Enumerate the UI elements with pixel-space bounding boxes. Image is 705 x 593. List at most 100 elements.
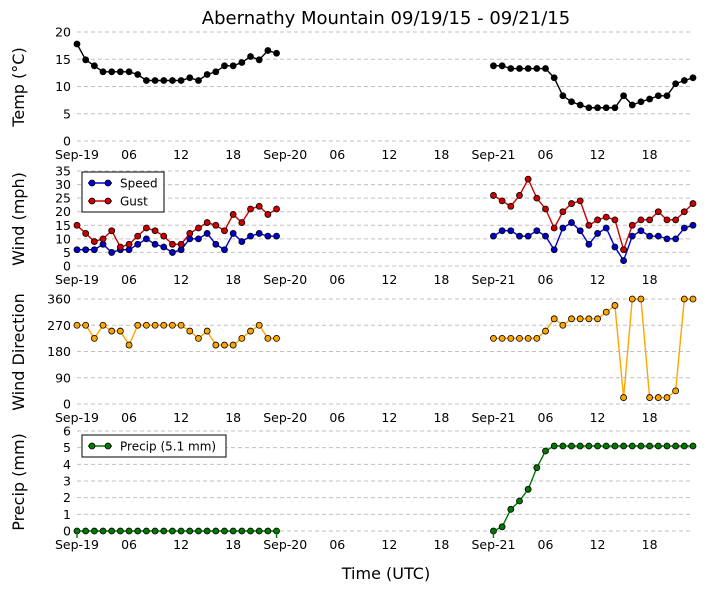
data-point-temp: [550, 74, 558, 82]
data-point-temp: [524, 65, 532, 72]
wind-direction-panel: 0 90 180 270 360 Sep-19 06 12 18 Sep-20 06 12 18 Sep-…: [9, 292, 697, 425]
data-point-temp: [672, 80, 680, 88]
data-point-direction: [663, 394, 671, 401]
data-point-direction: [195, 334, 202, 342]
data-point-speed: [264, 232, 272, 240]
data-point-direction: [229, 341, 237, 349]
data-point-precip: [255, 527, 263, 535]
x-tick-label: 12: [590, 272, 606, 287]
data-point-temp: [195, 77, 202, 84]
y-tick-label: 5: [63, 245, 71, 260]
x-tick-label: 18: [225, 272, 241, 287]
x-tick-label: 18: [225, 410, 241, 425]
data-point-temp: [533, 65, 541, 72]
data-point-speed: [195, 235, 202, 243]
y-tick-label: 0: [63, 397, 71, 412]
data-point-gust: [221, 227, 228, 235]
data-point-speed: [90, 246, 98, 254]
x-tick-label: 18: [433, 537, 449, 552]
data-point-precip: [238, 527, 246, 535]
data-point-direction: [125, 341, 133, 349]
data-point-temp: [264, 47, 272, 54]
x-tick-label: Sep-20: [263, 410, 307, 425]
data-point-speed: [212, 240, 220, 248]
data-point-precip: [533, 464, 541, 472]
x-tick-label: 18: [433, 272, 449, 287]
data-point-speed: [273, 232, 280, 240]
x-tick-label: 06: [121, 410, 137, 425]
x-tick-label: 12: [381, 537, 397, 552]
data-point-precip: [134, 527, 142, 535]
data-point-gust: [620, 246, 627, 254]
data-point-speed: [628, 232, 636, 240]
data-point-direction: [620, 394, 627, 401]
data-point-gust: [273, 205, 280, 213]
data-point-speed: [585, 240, 593, 248]
data-point-precip: [680, 442, 688, 450]
data-point-precip: [82, 527, 90, 535]
data-point-temp: [99, 68, 107, 76]
data-point-speed: [221, 246, 228, 254]
x-tick-label: 06: [329, 272, 345, 287]
data-point-precip: [524, 485, 532, 493]
x-tick-label: 06: [121, 537, 137, 552]
data-point-direction: [108, 327, 116, 335]
data-point-precip: [654, 442, 662, 450]
data-point-temp: [559, 92, 567, 100]
y-tick-label: 0: [63, 524, 71, 539]
x-tick-label: 18: [433, 410, 449, 425]
data-point-direction: [143, 321, 150, 329]
data-point-precip: [498, 523, 506, 531]
x-tick-label: 12: [173, 147, 189, 162]
data-point-direction: [524, 334, 532, 342]
data-point-precip: [689, 442, 697, 450]
data-point-precip: [90, 527, 98, 535]
legend-box: [81, 171, 165, 213]
data-point-precip: [212, 527, 220, 535]
data-point-direction: [255, 321, 263, 329]
y-tick-label: 5: [63, 440, 71, 455]
data-point-gust: [611, 216, 619, 224]
y-tick-label: 20: [55, 204, 71, 219]
x-tick-label: Sep-19: [55, 537, 99, 552]
data-point-gust: [602, 213, 610, 221]
data-point-direction: [238, 334, 246, 342]
data-point-precip: [221, 527, 228, 535]
y-tick-label: 360: [47, 292, 71, 307]
data-point-gust: [151, 227, 159, 235]
data-point-gust: [247, 205, 254, 213]
x-tick-label: 18: [225, 537, 241, 552]
data-point-gust: [195, 224, 202, 232]
data-point-gust: [637, 216, 645, 224]
y-axis-label: Wind Direction: [9, 293, 28, 411]
data-point-direction: [177, 321, 185, 329]
data-point-gust: [238, 219, 246, 226]
data-point-direction: [82, 321, 90, 329]
data-point-precip: [116, 527, 124, 535]
data-point-direction: [672, 387, 680, 395]
y-axis-label: Wind (mph): [9, 172, 28, 266]
x-tick-label: 12: [590, 147, 606, 162]
data-point-speed: [654, 232, 662, 240]
data-point-precip: [151, 527, 159, 535]
data-point-gust: [663, 216, 671, 224]
data-point-temp: [212, 68, 220, 76]
data-point-temp: [116, 68, 124, 76]
data-point-speed: [568, 219, 575, 226]
data-point-speed: [507, 227, 515, 235]
y-axis-label: Precip (mm): [9, 433, 28, 531]
data-point-speed: [143, 235, 150, 243]
legend-label-gust: Gust: [120, 195, 148, 209]
data-point-temp: [160, 77, 168, 84]
data-point-gust: [90, 238, 98, 245]
data-point-temp: [90, 62, 98, 70]
y-tick-label: 5: [63, 106, 71, 121]
data-point-gust: [533, 194, 541, 202]
data-point-precip: [576, 442, 584, 450]
data-point-direction: [550, 315, 558, 323]
data-point-speed: [169, 249, 176, 256]
data-point-direction: [151, 321, 159, 329]
data-point-speed: [73, 246, 81, 254]
data-point-speed: [498, 227, 506, 235]
y-tick-label: 4: [63, 457, 71, 472]
